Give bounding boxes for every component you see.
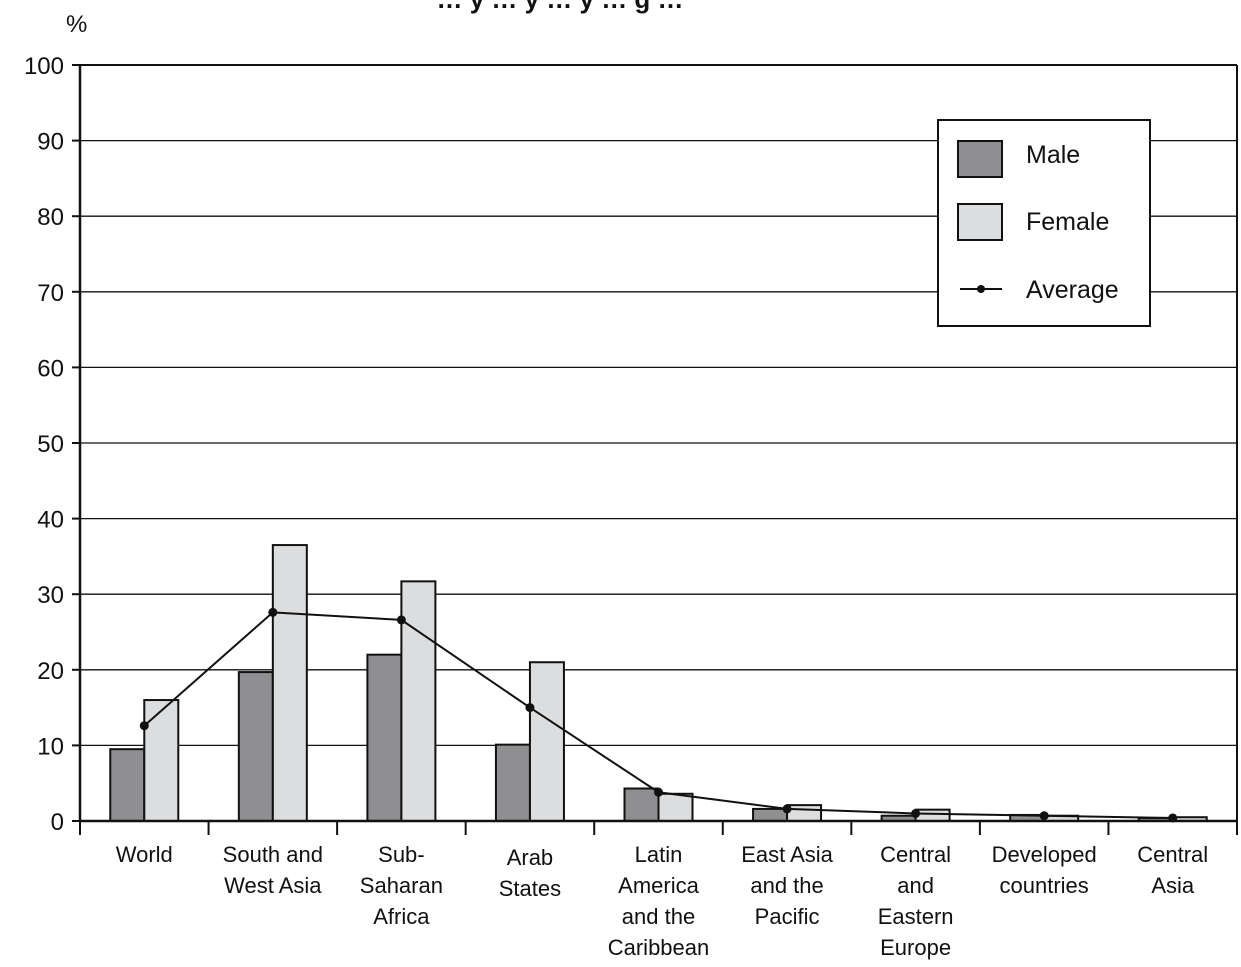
x-category-label: Caribbean	[608, 935, 710, 960]
bar-male	[494, 743, 531, 822]
legend-swatch-female	[957, 203, 1003, 241]
point-average	[525, 703, 535, 713]
legend-label-male: Male	[1026, 141, 1080, 169]
bar-female	[143, 699, 180, 822]
x-category-label: States	[499, 876, 561, 901]
bar-female	[914, 808, 951, 822]
y-tick-label: 90	[37, 129, 64, 156]
x-category-label: Central	[880, 842, 951, 867]
y-tick-label: 60	[37, 355, 64, 382]
x-category-label: and	[897, 873, 934, 898]
point-average	[268, 607, 278, 617]
y-tick-label: 70	[37, 280, 64, 307]
legend: Male Female Average	[937, 119, 1151, 327]
bar-male	[623, 787, 660, 823]
bar-female	[786, 804, 823, 823]
y-tick-label: 80	[37, 204, 64, 231]
legend-label-average: Average	[1026, 276, 1119, 304]
legend-marker-average	[977, 285, 985, 293]
y-tick-label: 10	[37, 733, 64, 760]
y-tick-label: 40	[37, 507, 64, 534]
point-average	[396, 615, 406, 625]
point-average	[782, 804, 792, 814]
chart-title: … y … y … y … g …	[436, 0, 683, 14]
x-category-label: Africa	[373, 904, 430, 929]
x-category-label: America	[618, 873, 699, 898]
bar-male	[366, 653, 403, 822]
x-category-label: East Asia	[741, 842, 833, 867]
x-category-label: Sub-	[378, 842, 424, 867]
bar-male	[109, 748, 146, 822]
x-category-label: Europe	[880, 935, 951, 960]
x-category-label: South and	[223, 842, 323, 867]
bar-female	[657, 792, 694, 822]
legend-swatch-male	[957, 140, 1003, 178]
point-average	[1039, 811, 1049, 821]
y-tick-label: 0	[51, 809, 64, 836]
point-average	[911, 808, 921, 818]
y-tick-label: 100	[24, 53, 64, 80]
bar-female	[271, 544, 308, 822]
point-average	[139, 721, 149, 731]
x-category-label: Pacific	[755, 904, 820, 929]
x-category-label: Latin	[635, 842, 683, 867]
x-category-label: and the	[622, 904, 695, 929]
y-tick-label: 20	[37, 658, 64, 685]
legend-label-female: Female	[1026, 208, 1109, 236]
point-average	[654, 787, 663, 797]
x-category-label: Eastern	[878, 904, 954, 929]
bar-female	[528, 661, 565, 822]
y-tick-label: 30	[37, 582, 64, 609]
x-category-label: Arab	[507, 845, 553, 870]
x-category-label: Developed	[992, 842, 1097, 867]
x-category-label: West Asia	[224, 873, 322, 898]
x-category-label: and the	[750, 873, 823, 898]
y-axis-unit-label: %	[66, 11, 87, 38]
x-category-label: Central	[1137, 842, 1208, 867]
y-tick-label: 50	[37, 431, 64, 458]
x-category-label: Saharan	[360, 873, 443, 898]
bar-female	[400, 580, 437, 823]
x-category-label: Asia	[1151, 873, 1195, 898]
bar-male	[237, 671, 274, 822]
x-category-label: countries	[1000, 873, 1089, 898]
x-category-label: World	[116, 842, 173, 867]
bar-male	[752, 807, 789, 822]
